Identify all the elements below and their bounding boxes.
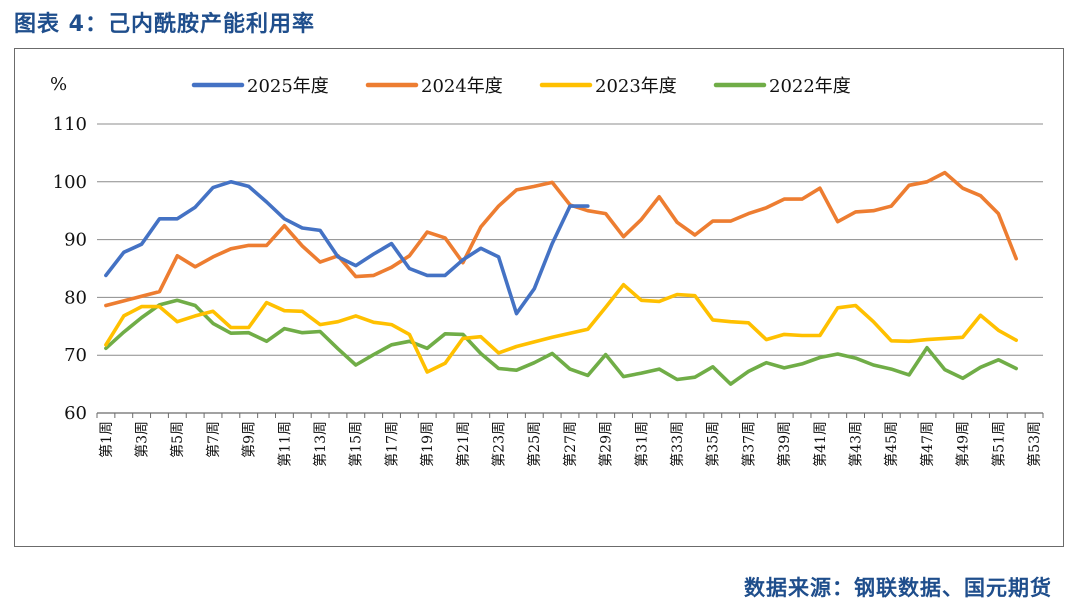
x-tick-label: 第33周 — [669, 421, 686, 467]
y-tick-label: 70 — [64, 345, 87, 366]
x-tick-label: 第9周 — [241, 421, 258, 458]
series-line-2022年度 — [104, 298, 1019, 386]
x-tick-label: 第27周 — [562, 421, 579, 467]
x-tick-label: 第3周 — [134, 421, 151, 458]
x-tick-label: 第5周 — [169, 421, 186, 458]
chart-frame — [14, 48, 1064, 547]
x-tick-label: 第29周 — [598, 421, 615, 467]
legend-label: 2022年度 — [769, 76, 851, 97]
y-axis-unit: % — [50, 74, 67, 95]
series-line-2024年度 — [104, 170, 1019, 308]
y-tick-label: 100 — [53, 172, 87, 193]
x-tick-label: 第13周 — [312, 421, 329, 467]
legend-label: 2023年度 — [595, 76, 677, 97]
y-tick-label: 80 — [64, 287, 87, 308]
x-tick-label: 第1周 — [98, 421, 115, 458]
figure-title: 图表 4：己内酰胺产能利用率 — [14, 12, 315, 37]
x-tick-label: 第47周 — [919, 421, 936, 467]
x-tick-label: 第15周 — [348, 421, 365, 467]
x-tick-label: 第11周 — [276, 421, 293, 467]
source-note: 数据来源：钢联数据、国元期货 — [744, 576, 1052, 600]
series-line-2023年度 — [104, 282, 1019, 374]
x-tick-label: 第43周 — [847, 421, 864, 467]
x-tick-label: 第17周 — [383, 421, 400, 467]
y-tick-label: 110 — [53, 114, 87, 135]
x-tick-label: 第35周 — [705, 421, 722, 467]
x-tick-label: 第23周 — [491, 421, 508, 467]
x-tick-label: 第19周 — [419, 421, 436, 467]
y-tick-label: 90 — [64, 230, 87, 251]
y-tick-label: 60 — [64, 403, 87, 424]
legend: 2025年度 2024年度 2023年度 2022年度 — [191, 76, 851, 97]
x-tick-label: 第41周 — [812, 421, 829, 467]
x-tick-label: 第21周 — [455, 421, 472, 467]
legend-label: 2024年度 — [421, 76, 503, 97]
series-lines — [104, 170, 1019, 386]
x-tick-label: 第25周 — [526, 421, 543, 467]
x-tick-label: 第45周 — [883, 421, 900, 467]
legend-label: 2025年度 — [247, 76, 329, 97]
x-tick-label: 第51周 — [990, 421, 1007, 467]
x-tick-label: 第7周 — [205, 421, 222, 458]
y-axis-ticks: 60 70 80 90 100 110 — [53, 114, 87, 424]
series-line-2025年度 — [104, 180, 590, 316]
x-axis: 第1周 第3周 第5周 第7周 第9周 第11周 第13周 第15周 第17周 第19周 第21周 第… — [96, 412, 1044, 467]
x-tick-label: 第37周 — [740, 421, 757, 467]
x-tick-label: 第39周 — [776, 421, 793, 467]
x-tick-label: 第49周 — [955, 421, 972, 467]
x-tick-label: 第53周 — [1026, 421, 1043, 467]
x-tick-label: 第31周 — [633, 421, 650, 467]
gridlines — [97, 123, 1043, 356]
